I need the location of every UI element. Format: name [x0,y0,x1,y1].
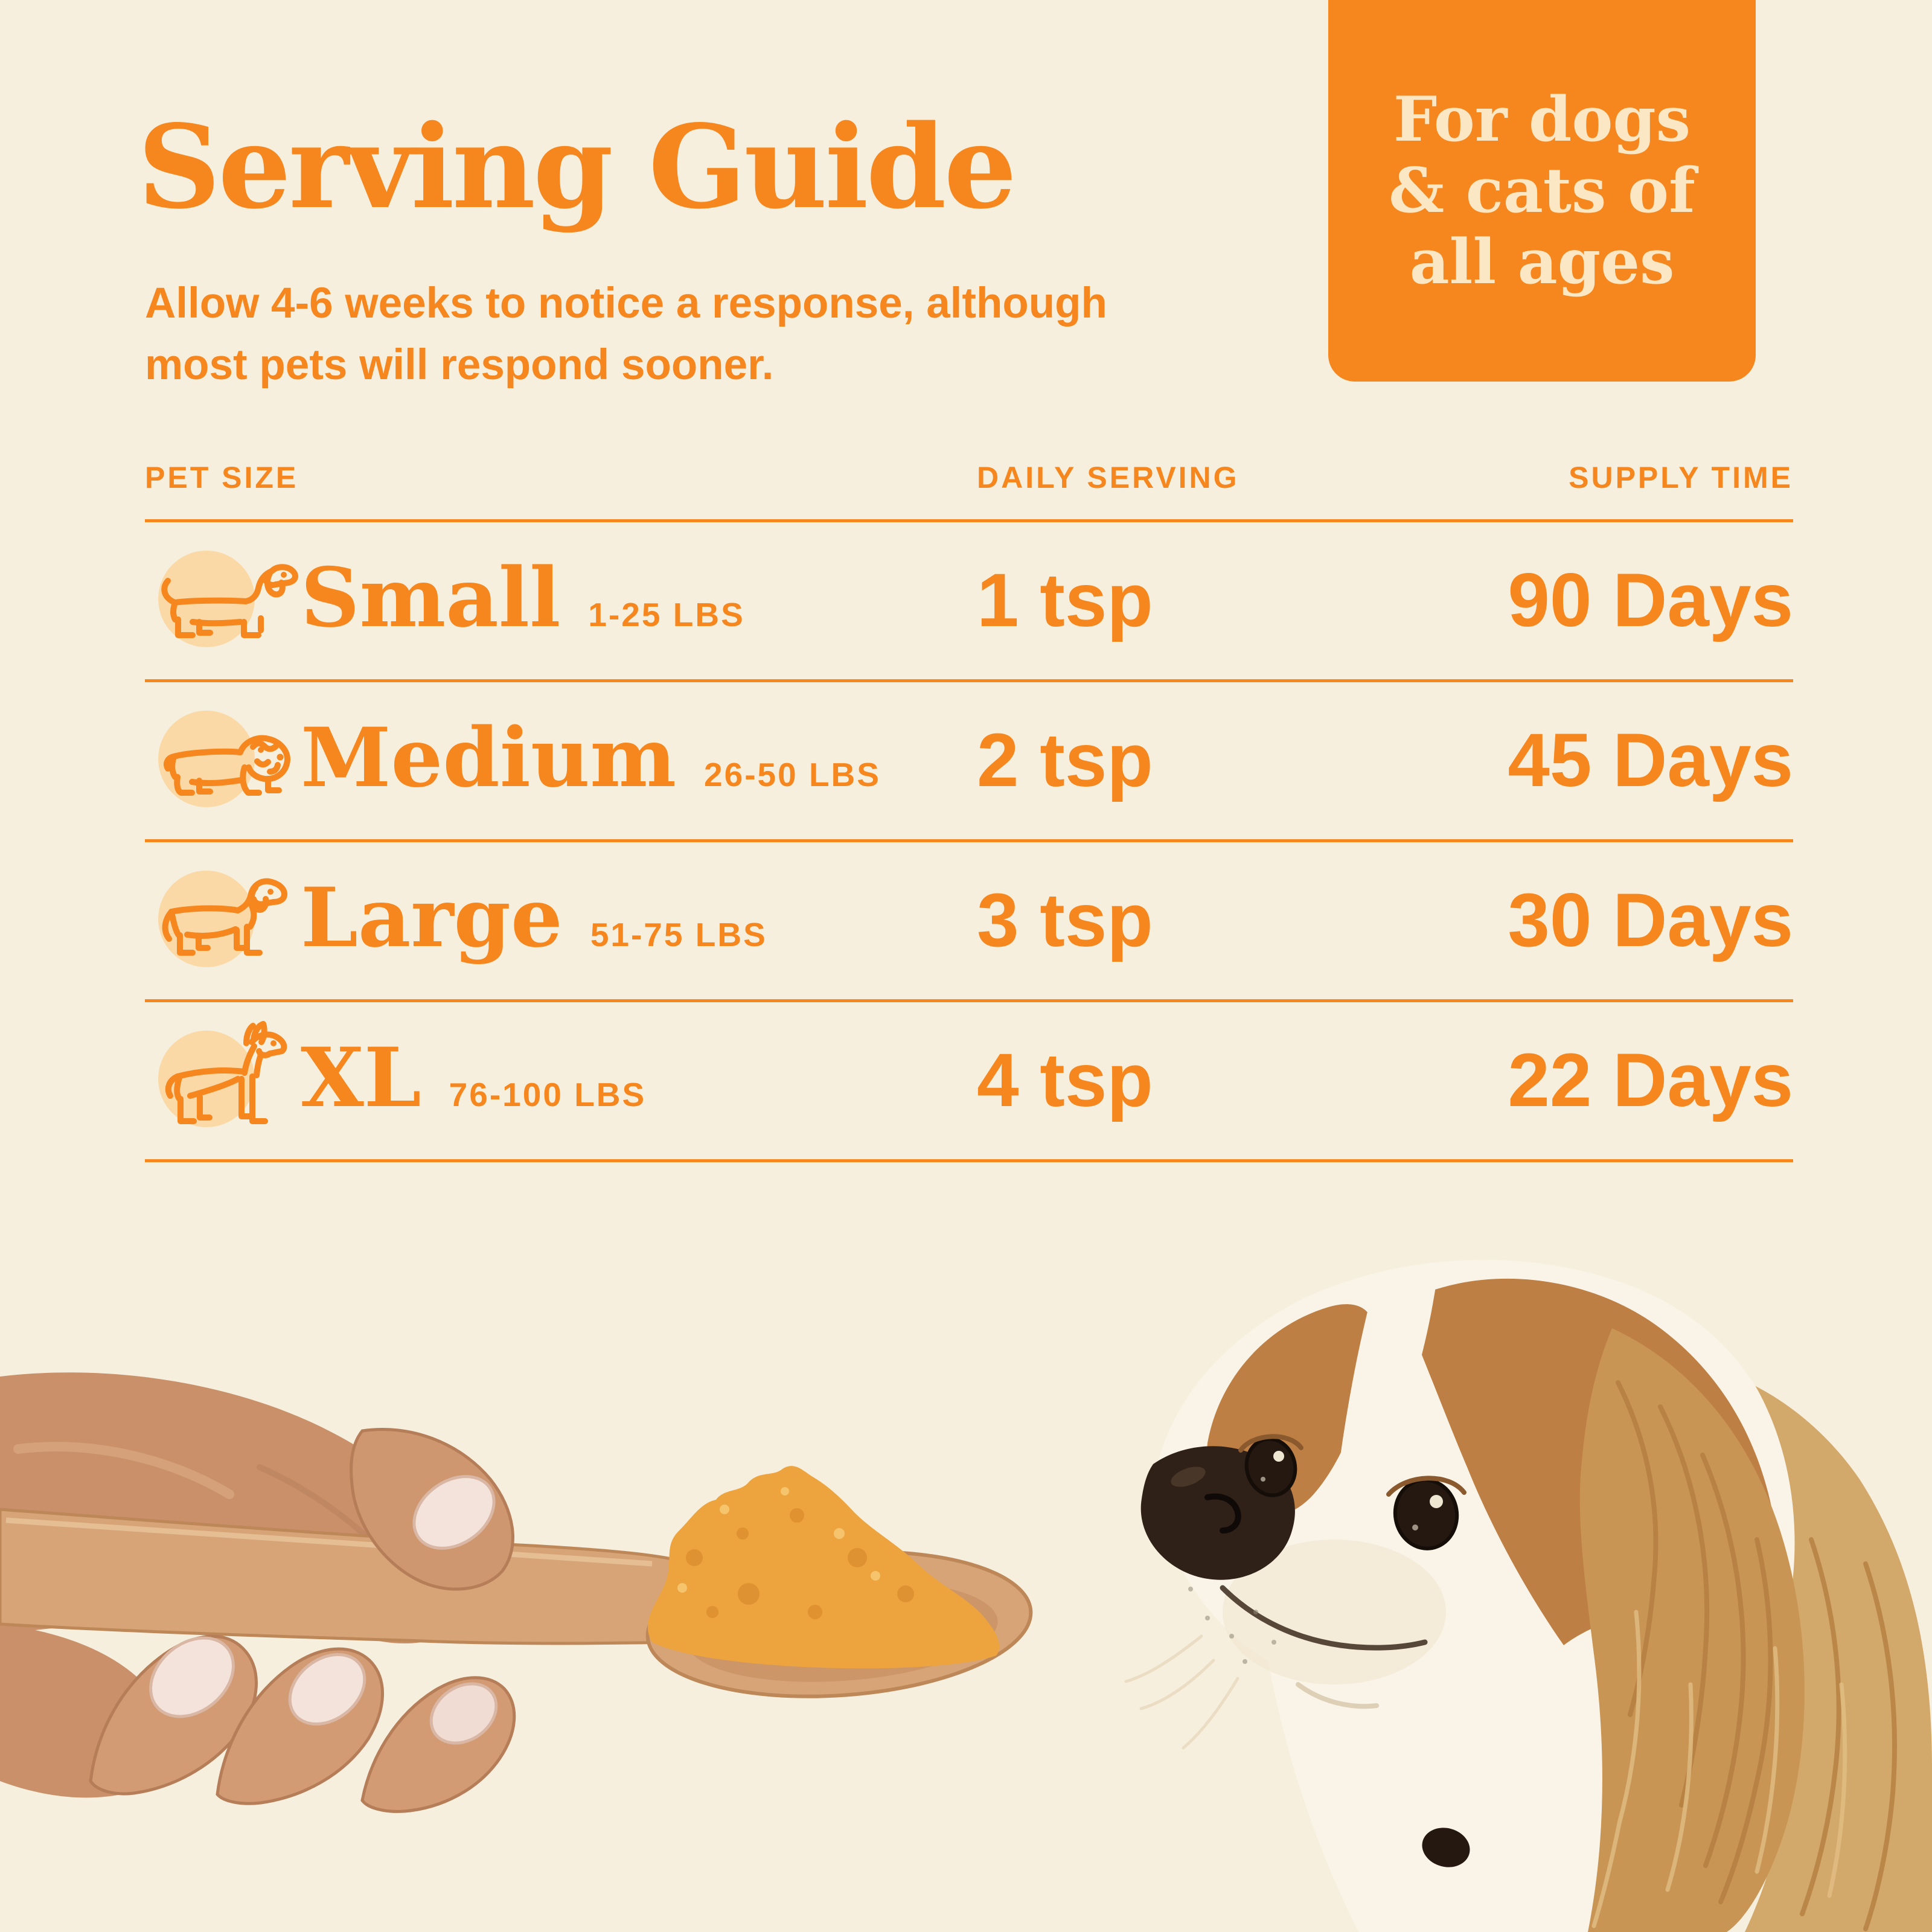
weight-range-label: 26-50 LBS [704,756,881,793]
row-divider [145,839,1793,842]
row-divider [145,679,1793,682]
table-header-supply-time: SUPPLY TIME [1569,461,1793,494]
table-row-large: Large 51-75 LBS [301,877,767,958]
pet-size-label: Small [301,549,561,645]
weight-range-label: 1-25 LBS [588,596,745,633]
row-divider [145,999,1793,1002]
supply-time-value: 22 Days [1508,1038,1793,1122]
bulldog-icon [158,711,290,807]
pet-size-label: Medium [301,709,677,805]
great-dane-icon [158,1021,287,1127]
age-badge: For dogs & cats of all ages [1328,0,1756,382]
daily-serving-value: 2 tsp [977,718,1153,802]
retriever-icon [158,871,287,967]
badge-line-3: all ages [1409,226,1675,299]
supply-time-value: 45 Days [1508,718,1793,802]
pet-size-label: XL [301,1029,421,1125]
hand-with-spoon-photo [0,1372,1033,1813]
table-row-xl: XL 76-100 LBS [301,1037,646,1118]
table-row-medium: Medium 26-50 LBS [301,717,881,798]
subtitle-line-1: Allow 4-6 weeks to notice a response, al… [145,280,1107,327]
badge-line-2: & cats of [1389,154,1695,227]
table-header-daily-serving: DAILY SERVING [977,461,1239,494]
supply-time-value: 90 Days [1508,558,1793,642]
row-divider [145,1159,1793,1162]
daily-serving-value: 3 tsp [977,878,1153,962]
dachshund-icon [158,551,298,647]
table-header-pet-size: PET SIZE [145,461,299,494]
daily-serving-value: 1 tsp [977,558,1153,642]
table-row-small: Small 1-25 LBS [301,557,745,638]
pet-size-label: Large [301,869,563,965]
weight-range-label: 51-75 LBS [590,916,767,953]
page-subtitle: Allow 4-6 weeks to notice a response, al… [145,273,1107,396]
badge-line-1: For dogs [1393,83,1691,156]
daily-serving-value: 4 tsp [977,1038,1153,1122]
weight-range-label: 76-100 LBS [449,1076,647,1113]
supply-time-value: 30 Days [1508,878,1793,962]
row-divider [145,519,1793,522]
subtitle-line-2: most pets will respond sooner. [145,341,774,389]
page-title: Serving Guide [138,100,1017,234]
dog-photo [1124,1259,1932,1932]
